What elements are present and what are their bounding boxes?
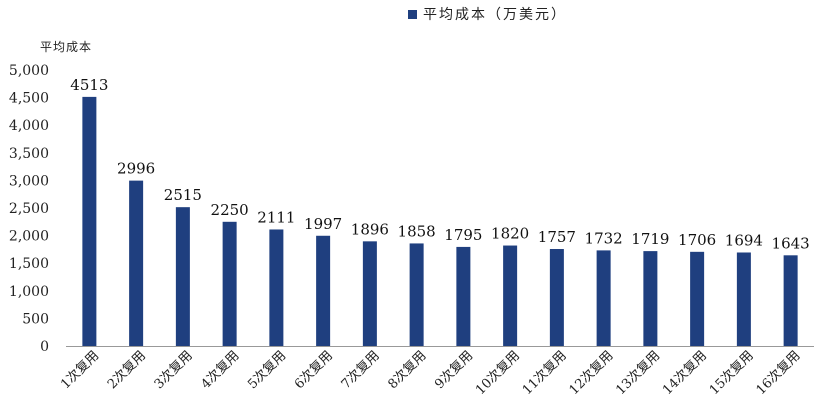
y-tick-label: 500 bbox=[22, 311, 49, 327]
x-tick-label: 16次复用 bbox=[753, 348, 804, 399]
data-label: 1643 bbox=[772, 234, 810, 252]
bar-7 bbox=[362, 241, 377, 346]
data-label: 4513 bbox=[70, 76, 108, 94]
bar-6 bbox=[316, 235, 331, 346]
x-tick-label: 4次复用 bbox=[198, 348, 243, 393]
bar-5 bbox=[269, 229, 284, 346]
data-label: 1896 bbox=[351, 220, 389, 238]
data-label: 1858 bbox=[398, 222, 436, 240]
data-label: 2111 bbox=[257, 208, 295, 226]
data-label: 1795 bbox=[444, 226, 482, 244]
legend: 平均成本（万美元） bbox=[408, 4, 567, 24]
x-tick-label: 15次复用 bbox=[706, 348, 757, 399]
legend-label: 平均成本（万美元） bbox=[423, 7, 567, 23]
bar-11 bbox=[549, 249, 564, 346]
data-label: 1706 bbox=[678, 231, 716, 249]
data-label: 1732 bbox=[585, 229, 623, 247]
x-tick-label: 6次复用 bbox=[291, 348, 336, 393]
data-label: 2250 bbox=[211, 201, 249, 219]
bar-8 bbox=[409, 243, 424, 346]
bar-12 bbox=[596, 250, 611, 346]
y-tick-label: 2,500 bbox=[9, 201, 49, 217]
bar-2 bbox=[129, 180, 144, 346]
y-tick-label: 1,500 bbox=[9, 256, 49, 272]
x-tick-label: 13次复用 bbox=[613, 348, 664, 399]
data-label: 1820 bbox=[491, 225, 529, 243]
x-tick-label: 11次复用 bbox=[519, 348, 570, 399]
x-tick-label: 5次复用 bbox=[244, 348, 289, 393]
x-tick-label: 12次复用 bbox=[566, 348, 617, 399]
bar-15 bbox=[736, 252, 751, 346]
bar-3 bbox=[175, 207, 190, 346]
y-tick-label: 1,000 bbox=[9, 284, 49, 300]
data-label: 2996 bbox=[117, 160, 155, 178]
x-tick-label: 14次复用 bbox=[659, 348, 710, 399]
y-tick-label: 4,500 bbox=[9, 91, 49, 107]
bar-4 bbox=[222, 221, 237, 346]
x-tick-label: 10次复用 bbox=[472, 348, 523, 399]
legend-swatch bbox=[408, 9, 417, 19]
y-tick-label: 5,000 bbox=[9, 63, 49, 79]
x-tick-label: 7次复用 bbox=[338, 348, 383, 393]
x-tick-label: 2次复用 bbox=[104, 348, 149, 393]
y-tick-label: 2,000 bbox=[9, 229, 49, 245]
bar-16 bbox=[783, 255, 798, 346]
bar-9 bbox=[456, 246, 471, 346]
data-label: 1997 bbox=[304, 215, 342, 233]
bar-14 bbox=[690, 251, 705, 346]
y-tick-label: 4,000 bbox=[9, 118, 49, 134]
bar-1 bbox=[82, 96, 97, 346]
y-tick-label: 0 bbox=[40, 339, 49, 355]
x-tick-label: 9次复用 bbox=[431, 348, 476, 393]
x-tick-label: 8次复用 bbox=[385, 348, 430, 393]
y-tick-label: 3,500 bbox=[9, 146, 49, 162]
data-label: 1694 bbox=[725, 231, 763, 249]
bar-13 bbox=[643, 251, 658, 346]
data-label: 1757 bbox=[538, 228, 576, 246]
data-label: 1719 bbox=[631, 230, 669, 248]
y-tick-label: 3,000 bbox=[9, 173, 49, 189]
y-axis-title: 平均成本 bbox=[40, 40, 93, 54]
x-tick-label: 1次复用 bbox=[57, 348, 102, 393]
x-tick-label: 3次复用 bbox=[151, 348, 196, 393]
bar-10 bbox=[503, 245, 518, 346]
data-label: 2515 bbox=[164, 186, 202, 204]
